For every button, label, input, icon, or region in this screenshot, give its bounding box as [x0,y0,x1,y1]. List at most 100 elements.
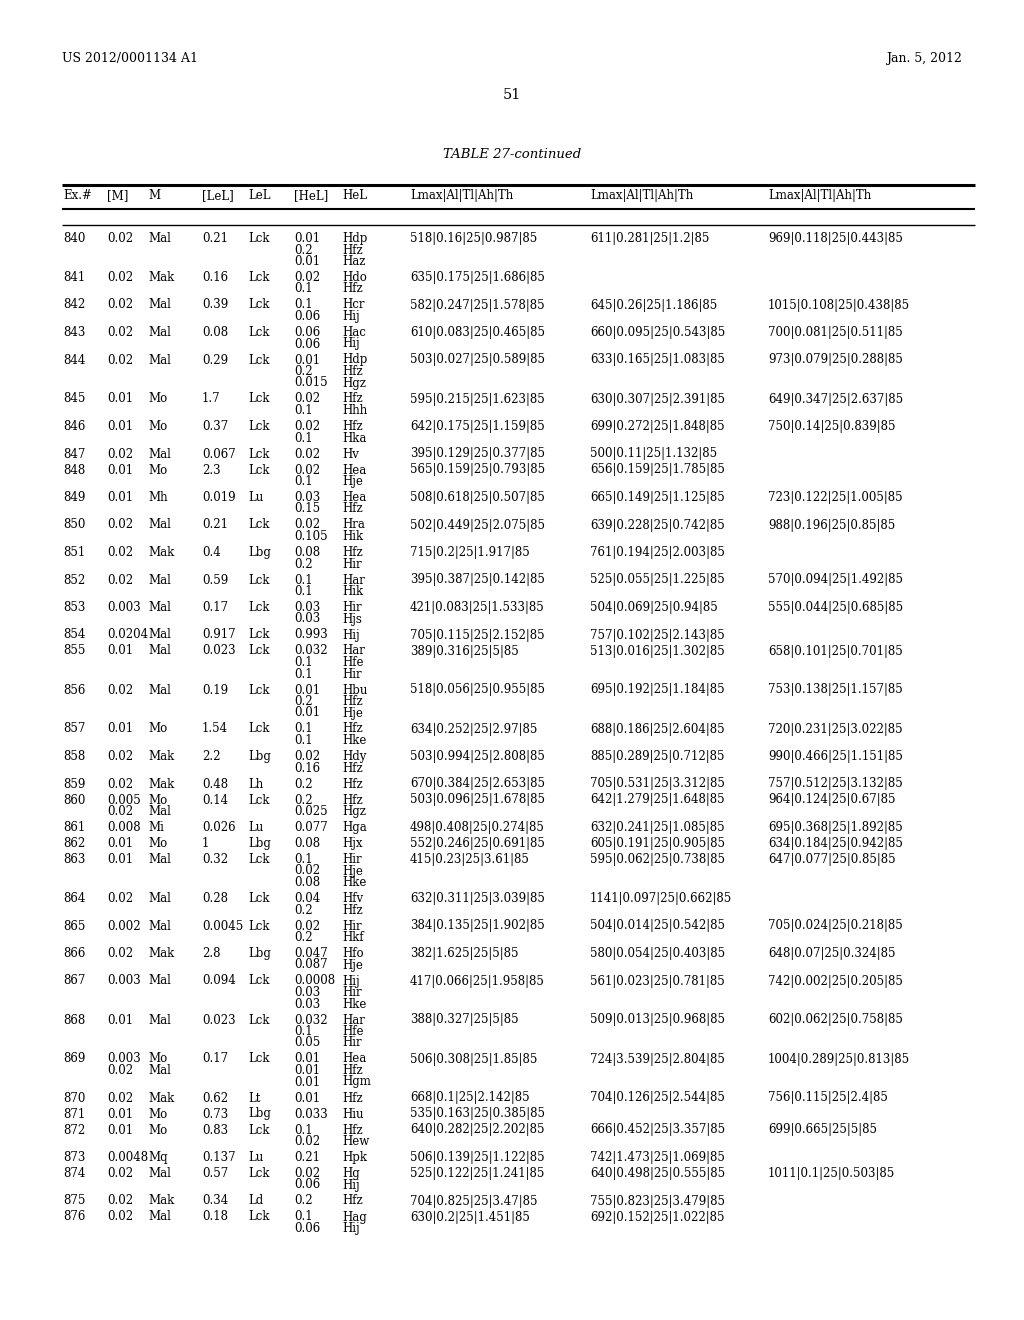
Text: 0.02: 0.02 [106,946,133,960]
Text: 2.2: 2.2 [202,750,220,763]
Text: 0.1: 0.1 [294,475,312,488]
Text: Hjx: Hjx [342,837,362,850]
Text: 867: 867 [63,974,85,987]
Text: Lck: Lck [248,326,269,339]
Text: 632|0.241|25|1.085|85: 632|0.241|25|1.085|85 [590,821,725,834]
Text: 0.4: 0.4 [202,546,221,558]
Text: Mo: Mo [148,722,167,735]
Text: Mal: Mal [148,354,171,367]
Text: 860: 860 [63,793,85,807]
Text: 634|0.184|25|0.942|85: 634|0.184|25|0.942|85 [768,837,903,850]
Text: 417|0.066|25|1.958|85: 417|0.066|25|1.958|85 [410,974,545,987]
Text: 0.32: 0.32 [202,853,228,866]
Text: 692|0.152|25|1.022|85: 692|0.152|25|1.022|85 [590,1210,725,1224]
Text: US 2012/0001134 A1: US 2012/0001134 A1 [62,51,198,65]
Text: 724|3.539|25|2.804|85: 724|3.539|25|2.804|85 [590,1052,725,1065]
Text: Hdp: Hdp [342,232,368,246]
Text: 0.2: 0.2 [294,931,312,944]
Text: 704|0.825|25|3.47|85: 704|0.825|25|3.47|85 [410,1195,538,1208]
Text: Lbg: Lbg [248,946,271,960]
Text: 580|0.054|25|0.403|85: 580|0.054|25|0.403|85 [590,946,725,960]
Text: 0.29: 0.29 [202,354,228,367]
Text: Mi: Mi [148,821,164,834]
Text: 0.15: 0.15 [294,503,321,516]
Text: 503|0.994|25|2.808|85: 503|0.994|25|2.808|85 [410,750,545,763]
Text: 0.2: 0.2 [294,366,312,378]
Text: Hdy: Hdy [342,750,367,763]
Text: 0.06: 0.06 [294,310,321,323]
Text: 518|0.056|25|0.955|85: 518|0.056|25|0.955|85 [410,684,545,697]
Text: 0.02: 0.02 [106,354,133,367]
Text: Lck: Lck [248,684,269,697]
Text: Mal: Mal [148,1167,171,1180]
Text: 0.1: 0.1 [294,1210,312,1224]
Text: 0.02: 0.02 [294,519,321,532]
Text: TABLE 27-continued: TABLE 27-continued [442,148,582,161]
Text: 853: 853 [63,601,85,614]
Text: Mal: Mal [148,892,171,906]
Text: 864: 864 [63,892,85,906]
Text: 639|0.228|25|0.742|85: 639|0.228|25|0.742|85 [590,519,725,532]
Text: 0.08: 0.08 [294,546,321,558]
Text: 0.48: 0.48 [202,777,228,791]
Text: 0.1: 0.1 [294,432,312,445]
Text: Hje: Hje [342,475,362,488]
Text: 846: 846 [63,420,85,433]
Text: Hea: Hea [342,463,367,477]
Text: 875: 875 [63,1195,85,1208]
Text: Hir: Hir [342,1036,361,1049]
Text: 658|0.101|25|0.701|85: 658|0.101|25|0.701|85 [768,644,903,657]
Text: Lu: Lu [248,1151,263,1164]
Text: 508|0.618|25|0.507|85: 508|0.618|25|0.507|85 [410,491,545,504]
Text: 509|0.013|25|0.968|85: 509|0.013|25|0.968|85 [590,1014,725,1027]
Text: Hij: Hij [342,1179,359,1192]
Text: Mal: Mal [148,232,171,246]
Text: 847: 847 [63,447,85,461]
Text: 0.01: 0.01 [294,1052,321,1065]
Text: 869: 869 [63,1052,85,1065]
Text: Mo: Mo [148,1123,167,1137]
Text: 525|0.122|25|1.241|85: 525|0.122|25|1.241|85 [410,1167,545,1180]
Text: 630|0.307|25|2.391|85: 630|0.307|25|2.391|85 [590,392,725,405]
Text: 570|0.094|25|1.492|85: 570|0.094|25|1.492|85 [768,573,903,586]
Text: 0.0048: 0.0048 [106,1151,148,1164]
Text: Hij: Hij [342,310,359,323]
Text: Lbg: Lbg [248,1107,271,1121]
Text: Hga: Hga [342,821,367,834]
Text: Haz: Haz [342,255,366,268]
Text: 0.1: 0.1 [294,282,312,296]
Text: Lck: Lck [248,298,269,312]
Text: 498|0.408|25|0.274|85: 498|0.408|25|0.274|85 [410,821,545,834]
Text: Hij: Hij [342,974,359,987]
Text: Hka: Hka [342,432,367,445]
Text: Hfz: Hfz [342,546,362,558]
Text: 0.2: 0.2 [294,1195,312,1208]
Text: Mak: Mak [148,1092,174,1105]
Text: Lck: Lck [248,271,269,284]
Text: 0.067: 0.067 [202,447,236,461]
Text: Mal: Mal [148,326,171,339]
Text: Mal: Mal [148,644,171,657]
Text: 649|0.347|25|2.637|85: 649|0.347|25|2.637|85 [768,392,903,405]
Text: 699|0.272|25|1.848|85: 699|0.272|25|1.848|85 [590,420,725,433]
Text: 0.18: 0.18 [202,1210,228,1224]
Text: Mal: Mal [148,601,171,614]
Text: 0.02: 0.02 [106,1195,133,1208]
Text: 0.37: 0.37 [202,420,228,433]
Text: 395|0.129|25|0.377|85: 395|0.129|25|0.377|85 [410,447,545,461]
Text: 1141|0.097|25|0.662|85: 1141|0.097|25|0.662|85 [590,892,732,906]
Text: 0.2: 0.2 [294,793,312,807]
Text: 0.01: 0.01 [106,392,133,405]
Text: 0.02: 0.02 [106,298,133,312]
Text: 1015|0.108|25|0.438|85: 1015|0.108|25|0.438|85 [768,298,910,312]
Text: 0.06: 0.06 [294,326,321,339]
Text: 0.0008: 0.0008 [294,974,335,987]
Text: Hag: Hag [342,1210,367,1224]
Text: 0.01: 0.01 [106,722,133,735]
Text: 0.1: 0.1 [294,734,312,747]
Text: Hbu: Hbu [342,684,368,697]
Text: 0.02: 0.02 [294,750,321,763]
Text: 1: 1 [202,837,209,850]
Text: 0.003: 0.003 [106,1052,140,1065]
Text: 633|0.165|25|1.083|85: 633|0.165|25|1.083|85 [590,354,725,367]
